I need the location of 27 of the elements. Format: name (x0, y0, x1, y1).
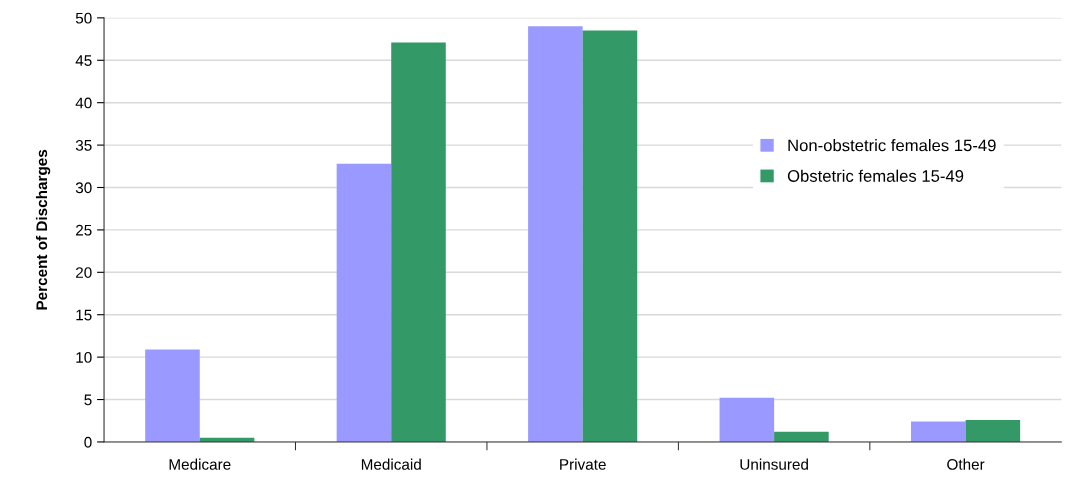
y-tick-label: 25 (76, 224, 92, 236)
bar (528, 26, 583, 442)
y-tick-label: 0 (84, 436, 92, 448)
y-tick-label: 20 (76, 267, 92, 278)
bar (965, 419, 1021, 442)
y-tick-label: 15 (76, 309, 92, 321)
y-tick-label: 40 (75, 97, 92, 109)
x-tick-label: Medicaid (361, 458, 421, 470)
bar (145, 349, 200, 442)
bar (582, 30, 638, 442)
y-tick-label: 5 (84, 394, 92, 406)
y-tick-label: 30 (75, 182, 92, 194)
x-tick-label: Private (560, 458, 606, 470)
bar (391, 42, 446, 442)
x-tick-label: Medicare (169, 458, 231, 470)
y-tick-label: 45 (75, 55, 92, 66)
bar (719, 397, 775, 442)
bar (336, 163, 392, 442)
y-tick-label: 35 (75, 139, 92, 151)
y-tick-label: 50 (75, 12, 92, 24)
y-tick-label: 10 (76, 352, 92, 363)
x-tick-label: Uninsured (740, 458, 808, 470)
legend-label: Obstetric females 15-49 (787, 169, 964, 182)
x-tick-label: Other (947, 458, 985, 470)
bar (911, 421, 966, 442)
y-axis-title: Percent of Discharges (35, 149, 51, 310)
legend-label: Non-obstetric females 15-49 (788, 139, 996, 152)
